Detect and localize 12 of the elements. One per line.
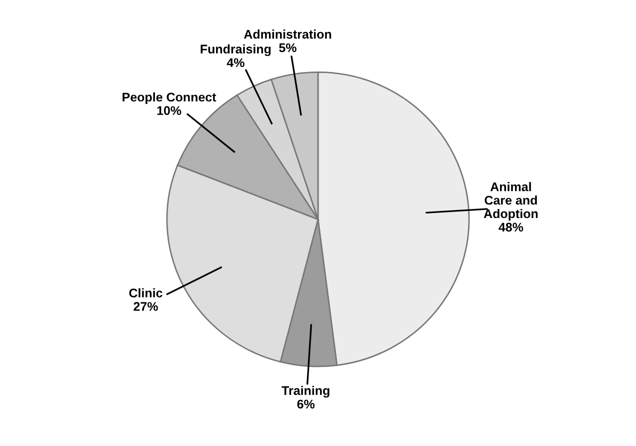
slice-label: Training [282, 386, 330, 398]
slice-label: Clinic [129, 288, 162, 298]
data-label: 5% [279, 43, 296, 52]
slice-label: Animal Care and Adoption [484, 182, 538, 221]
data-label: 27% [134, 302, 158, 311]
data-label: 48% [498, 222, 524, 232]
slice-label: People Connect [122, 92, 216, 104]
data-label: 4% [226, 58, 244, 68]
data-label: 6% [297, 400, 315, 409]
slice-label: Fundraising [200, 44, 271, 56]
slice-label: Administration [244, 30, 332, 39]
data-label: 10% [157, 106, 182, 116]
